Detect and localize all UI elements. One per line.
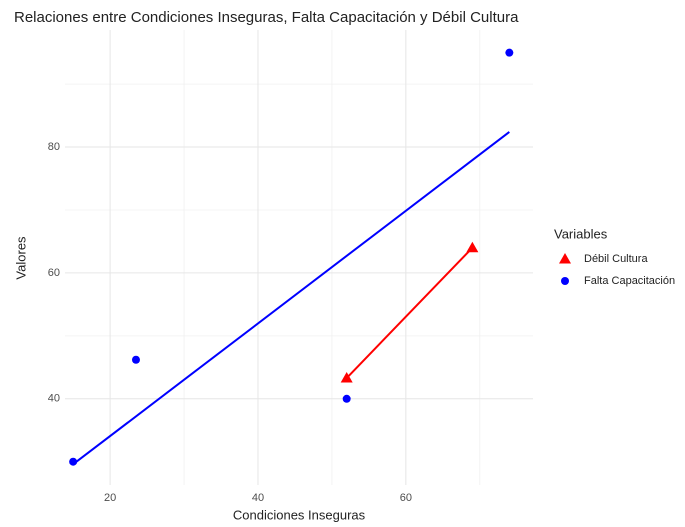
- chart-title: Relaciones entre Condiciones Inseguras, …: [14, 9, 519, 26]
- y-axis-title: Valores: [13, 236, 28, 280]
- x-tick-label: 40: [252, 492, 264, 504]
- point: [342, 394, 351, 403]
- trend-line: [72, 131, 510, 466]
- x-axis-title: Condiciones Inseguras: [233, 507, 366, 522]
- legend-label: Falta Capacitación: [584, 275, 675, 287]
- trend-line: [345, 247, 474, 379]
- point: [131, 355, 140, 364]
- legend-marker: [561, 277, 569, 285]
- point: [466, 241, 479, 253]
- point: [340, 372, 353, 383]
- legend-label: Débil Cultura: [584, 253, 648, 265]
- y-tick-label: 60: [48, 267, 60, 279]
- x-tick-label: 60: [400, 492, 412, 504]
- legend-title: Variables: [554, 226, 608, 241]
- x-tick-label: 20: [104, 492, 116, 504]
- point: [505, 48, 514, 57]
- y-tick-label: 80: [48, 141, 60, 153]
- y-tick-label: 40: [48, 393, 60, 405]
- point: [69, 457, 78, 466]
- legend-marker: [559, 253, 571, 264]
